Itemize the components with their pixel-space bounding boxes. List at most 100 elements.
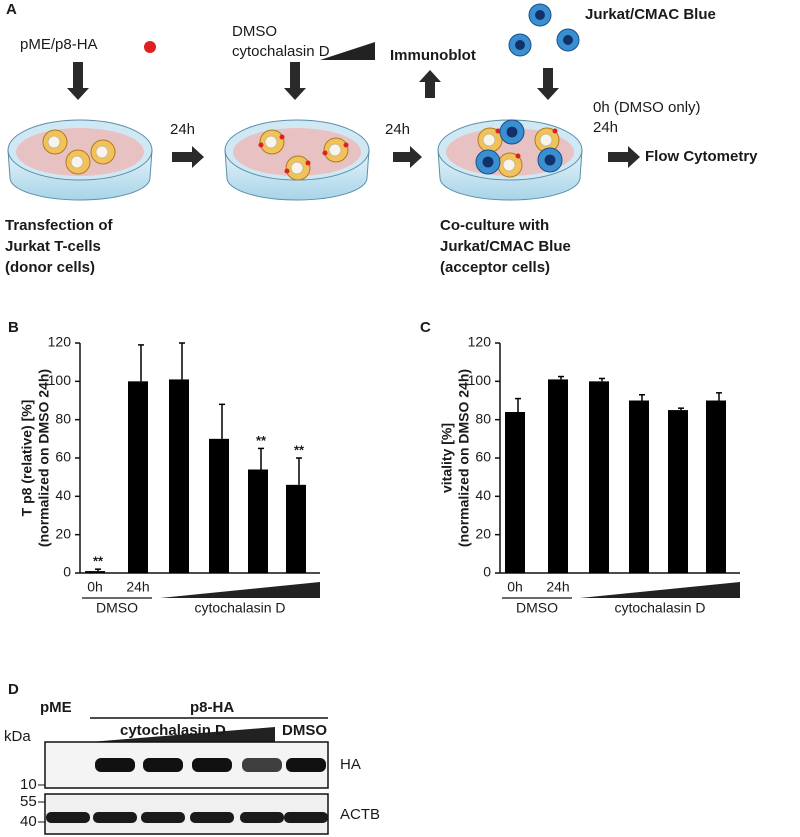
treatment: cytochalasin D — [120, 722, 226, 739]
wedge — [580, 582, 740, 598]
bar — [629, 400, 649, 573]
y-tick-label: 80 — [55, 410, 71, 426]
y-tick-label: 80 — [475, 410, 491, 426]
group-label: DMSO — [516, 600, 558, 616]
p8 — [305, 160, 311, 166]
p8 — [552, 128, 558, 134]
band — [240, 812, 284, 823]
bar — [706, 400, 726, 573]
p8 — [515, 153, 521, 159]
caption: (acceptor cells) — [440, 259, 550, 276]
annotation: ** — [294, 442, 305, 457]
y-tick-label: 60 — [475, 449, 491, 465]
blot — [44, 741, 329, 789]
y-tick-label: 40 — [475, 487, 491, 503]
p8 — [279, 134, 285, 140]
immunoblot: Immunoblot — [390, 47, 476, 64]
band — [190, 812, 234, 823]
band — [141, 812, 185, 823]
band — [242, 758, 282, 772]
y-tick-label: 0 — [483, 564, 491, 580]
wedge — [160, 582, 320, 598]
x-tick-label: 0h — [87, 579, 103, 595]
bar — [286, 484, 306, 573]
arrow — [67, 62, 89, 100]
caption: (donor cells) — [5, 259, 95, 276]
bar — [505, 412, 525, 573]
panel-label: D — [8, 681, 19, 698]
arrows — [67, 62, 640, 168]
bar — [668, 410, 688, 573]
caption: Jurkat/CMAC Blue — [440, 238, 571, 255]
y-tick-label: 20 — [475, 525, 491, 541]
y-tick-label: 0 — [63, 564, 71, 580]
band — [143, 758, 183, 772]
wedge — [320, 42, 375, 60]
marker: 40 — [20, 813, 37, 830]
arrow — [537, 68, 559, 100]
arrow — [393, 146, 422, 168]
p8 — [322, 150, 328, 156]
blot-label: ACTB — [340, 806, 380, 823]
treatment: cytochalasin D — [232, 43, 330, 60]
group-label: DMSO — [96, 600, 138, 616]
band — [286, 758, 326, 772]
p8 — [284, 168, 290, 174]
nucleus — [95, 145, 109, 159]
band — [192, 758, 232, 772]
x-tick-label: 0h — [507, 579, 523, 595]
caption: Co-culture with — [440, 217, 549, 234]
group-label: cytochalasin D — [194, 600, 285, 616]
flow: Flow Cytometry — [645, 148, 758, 165]
time: 24h — [170, 121, 195, 138]
y-tick-label: 100 — [468, 372, 492, 388]
nucleus — [506, 126, 518, 138]
band — [95, 758, 135, 772]
caption: Jurkat T-cells — [5, 238, 101, 255]
nucleus — [482, 133, 496, 147]
y-axis-label: (normalized on DMSO 24h) — [456, 369, 472, 547]
nucleus — [563, 35, 573, 45]
nucleus — [502, 158, 516, 172]
lane-label: pME — [40, 699, 72, 716]
x-tick-label: 24h — [546, 579, 569, 595]
bands — [46, 758, 328, 823]
y-axis-label: T p8 (relative) [%] — [19, 400, 35, 517]
y-tick-label: 60 — [55, 449, 71, 465]
unit: kDa — [4, 728, 31, 745]
p8 — [495, 128, 501, 134]
arrow — [284, 62, 306, 100]
nucleus — [47, 135, 61, 149]
blot-label: HA — [340, 756, 361, 773]
bar — [169, 379, 189, 573]
panel-label: A — [6, 1, 17, 18]
y-axis-label: (normalized on DMSO 24h) — [36, 369, 52, 547]
arrow — [172, 146, 204, 168]
x-tick-label: 24h — [126, 579, 149, 595]
arrow — [419, 70, 441, 98]
bar — [85, 571, 105, 573]
caption: Transfection of — [5, 217, 114, 234]
p8 — [258, 142, 264, 148]
annotation: ** — [93, 554, 104, 569]
arrow — [608, 146, 640, 168]
plasmid-dot — [144, 41, 156, 53]
lane-label: p8-HA — [190, 699, 234, 716]
nucleus — [515, 40, 525, 50]
band — [46, 812, 90, 823]
bar — [209, 438, 229, 573]
flow-time: 24h — [593, 119, 618, 136]
nucleus — [70, 155, 84, 169]
bar — [548, 379, 568, 573]
group-label: cytochalasin D — [614, 600, 705, 616]
y-tick-label: 20 — [55, 525, 71, 541]
y-tick-label: 40 — [55, 487, 71, 503]
bar — [128, 381, 148, 573]
nucleus — [535, 10, 545, 20]
y-axis-label: vitality [%] — [439, 423, 455, 493]
bar — [248, 469, 268, 573]
bar — [589, 381, 609, 573]
plasmid: pME/p8-HA — [20, 36, 98, 53]
nucleus — [539, 133, 553, 147]
